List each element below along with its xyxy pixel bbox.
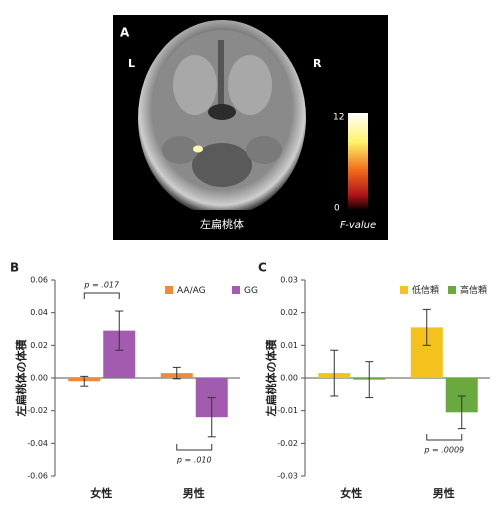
right-label: R xyxy=(313,57,322,70)
significance-bracket xyxy=(83,292,120,299)
legend-label: 高信頼 xyxy=(460,284,487,296)
error-bar xyxy=(422,308,431,346)
legend-swatch xyxy=(448,286,456,294)
significance-bracket xyxy=(426,434,463,441)
y-tick-label: 0.00 xyxy=(280,374,298,383)
panel-a: A L R 左扁桃体 12 0 F-value xyxy=(113,15,388,240)
y-tick-label: 0.01 xyxy=(280,341,298,350)
x-tick-label: 女性 xyxy=(340,486,362,500)
y-tick-label: 0.03 xyxy=(280,276,298,285)
y-tick-label: 0.02 xyxy=(30,341,48,350)
y-tick-label: -0.01 xyxy=(277,406,298,415)
significance-bracket xyxy=(176,444,213,451)
colorbar-label: F-value xyxy=(340,220,376,231)
y-tick-label: 0.02 xyxy=(280,308,298,317)
error-bar xyxy=(80,375,89,387)
x-tick-label: 男性 xyxy=(433,486,455,500)
legend-swatch xyxy=(165,286,173,294)
error-bar xyxy=(207,397,216,438)
y-tick-label: -0.03 xyxy=(277,472,298,481)
x-tick-label: 女性 xyxy=(90,486,112,500)
annotation: p = .010 xyxy=(176,456,212,465)
error-bar xyxy=(457,395,466,430)
y-tick-label: 0.00 xyxy=(30,374,48,383)
panel-label: C xyxy=(258,261,267,275)
error-bar xyxy=(115,310,124,351)
brain-image xyxy=(138,20,306,210)
annotation: p = .0009 xyxy=(423,446,464,455)
error-bar xyxy=(330,349,339,397)
y-tick-label: -0.02 xyxy=(27,406,48,415)
activation-spot xyxy=(193,145,203,153)
error-bar xyxy=(172,366,181,380)
colorbar-max: 12 xyxy=(333,113,344,123)
y-axis-label: 左扁桃体の体積 xyxy=(264,339,278,418)
y-tick-label: -0.06 xyxy=(27,472,48,481)
y-tick-label: -0.02 xyxy=(277,439,298,448)
left-label: L xyxy=(128,57,135,70)
colorbar-min: 0 xyxy=(334,204,340,214)
y-tick-label: 0.06 xyxy=(30,276,48,285)
caption: 左扁桃体 xyxy=(200,217,244,231)
y-tick-label: 0.04 xyxy=(30,308,48,317)
annotation: p = .017 xyxy=(83,281,120,290)
y-axis-label: 左扁桃体の体積 xyxy=(14,339,28,418)
error-bar xyxy=(365,361,374,399)
panel-label: A xyxy=(120,26,130,40)
x-tick-label: 男性 xyxy=(183,486,205,500)
legend-swatch xyxy=(400,286,408,294)
panel-label: B xyxy=(10,261,19,275)
legend-label: GG xyxy=(244,286,258,296)
legend-label: AA/AG xyxy=(177,286,206,296)
colorbar xyxy=(348,113,368,209)
y-tick-label: -0.04 xyxy=(27,439,48,448)
legend-label: 低信頼 xyxy=(412,284,439,296)
legend-swatch xyxy=(232,286,240,294)
